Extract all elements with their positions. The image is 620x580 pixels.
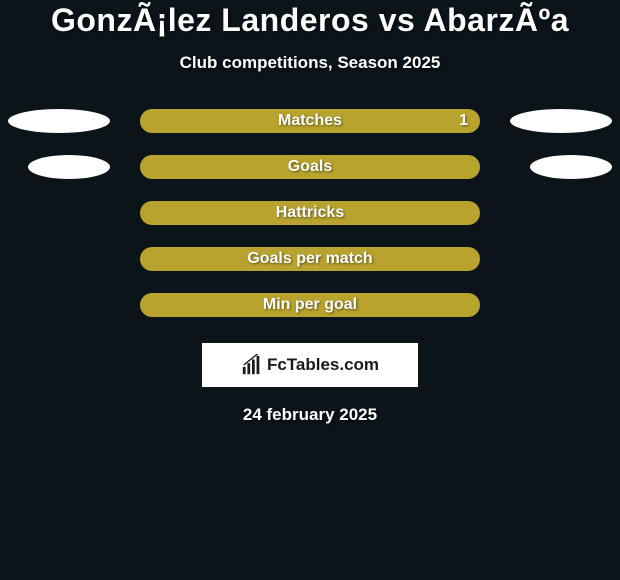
page-title: GonzÃ¡lez Landeros vs AbarzÃºa xyxy=(51,2,569,39)
infographic-container: GonzÃ¡lez Landeros vs AbarzÃºa Club comp… xyxy=(0,0,620,425)
stat-row-matches: Matches 1 xyxy=(0,109,620,133)
date-label: 24 february 2025 xyxy=(243,405,377,425)
chart-icon xyxy=(241,354,263,376)
marker-left xyxy=(8,109,110,133)
stat-bar: Matches 1 xyxy=(140,109,480,133)
stat-row-mpg: Min per goal xyxy=(0,293,620,317)
marker-left xyxy=(28,155,110,179)
stat-label: Matches xyxy=(278,112,342,130)
marker-right xyxy=(510,109,612,133)
stat-label: Goals xyxy=(288,158,332,176)
stat-bar: Goals per match xyxy=(140,247,480,271)
stats-list: Matches 1 Goals Hattricks Goals per matc… xyxy=(0,109,620,317)
stat-bar: Hattricks xyxy=(140,201,480,225)
stat-bar: Goals xyxy=(140,155,480,179)
stat-label: Goals per match xyxy=(247,250,372,268)
stat-label: Hattricks xyxy=(276,204,344,222)
stat-bar: Min per goal xyxy=(140,293,480,317)
stat-row-gpm: Goals per match xyxy=(0,247,620,271)
stat-row-goals: Goals xyxy=(0,155,620,179)
marker-right xyxy=(530,155,612,179)
brand-text: FcTables.com xyxy=(267,355,379,375)
stat-label: Min per goal xyxy=(263,296,357,314)
subtitle: Club competitions, Season 2025 xyxy=(180,53,441,73)
stat-value-right: 1 xyxy=(459,112,468,130)
brand-box: FcTables.com xyxy=(202,343,418,387)
stat-row-hattricks: Hattricks xyxy=(0,201,620,225)
